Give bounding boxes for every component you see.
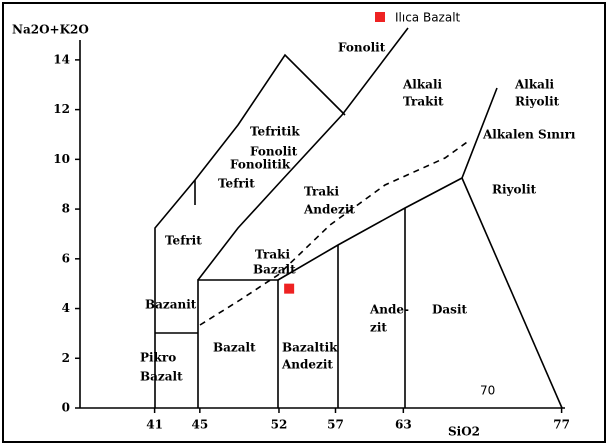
y-axis-label: Na2O+K2O bbox=[12, 23, 89, 37]
field-label: Alkali bbox=[514, 78, 555, 92]
field-label: Ande- bbox=[369, 303, 409, 317]
field-label: zit bbox=[370, 321, 387, 335]
field-label: Bazalt bbox=[253, 263, 296, 277]
field-label: Trakit bbox=[403, 95, 444, 109]
y-tick-label: 12 bbox=[53, 102, 70, 116]
x-tick-label: 41 bbox=[146, 418, 163, 432]
field-label: Dasit bbox=[432, 303, 467, 317]
legend-marker bbox=[375, 12, 385, 22]
field-label: Andezit bbox=[303, 203, 355, 217]
field-label: Fonolit bbox=[250, 145, 298, 159]
field-label: Alkalen Sınırı bbox=[482, 128, 576, 142]
x-tick-label: 77 bbox=[553, 418, 570, 432]
x-tick-label: 57 bbox=[327, 418, 344, 432]
y-tick-label: 4 bbox=[62, 301, 70, 315]
field-label: Riyolit bbox=[515, 95, 560, 109]
data-point bbox=[284, 283, 295, 294]
field-boundaries bbox=[154, 27, 563, 409]
x-tick-label: 52 bbox=[271, 418, 288, 432]
y-tick-label: 2 bbox=[62, 351, 70, 365]
x-tick-label: 45 bbox=[191, 418, 208, 432]
field-label: Andezit bbox=[281, 358, 333, 372]
field-label: Bazalt bbox=[213, 341, 256, 355]
x-tick-label: 63 bbox=[395, 418, 412, 432]
field-label: Tefrit bbox=[218, 177, 255, 191]
field-label: Tefritik bbox=[250, 125, 300, 139]
field-label: Alkali bbox=[402, 78, 443, 92]
field-label: Pikro bbox=[140, 351, 176, 365]
field-label: 70 bbox=[480, 384, 495, 398]
x-axis-label: SiO2 bbox=[448, 425, 480, 439]
field-label: Tefrit bbox=[165, 234, 202, 248]
field-label: Fonolit bbox=[338, 41, 386, 55]
legend-label: Ilıca Bazalt bbox=[395, 11, 461, 25]
field-label: Bazaltik bbox=[282, 341, 338, 355]
field-label: Bazalt bbox=[140, 370, 183, 384]
field-label: Bazanit bbox=[145, 298, 197, 312]
y-tick-label: 6 bbox=[62, 251, 70, 265]
y-tick-label: 10 bbox=[53, 152, 70, 166]
y-tick-label: 8 bbox=[62, 202, 70, 216]
field-label: Fonolitik bbox=[230, 158, 291, 172]
field-label: Riyolit bbox=[492, 183, 537, 197]
y-tick-label: 14 bbox=[53, 52, 70, 66]
field-label: Traki bbox=[304, 185, 339, 199]
field-label: Traki bbox=[255, 248, 290, 262]
y-tick-label: 0 bbox=[62, 401, 70, 415]
axes bbox=[79, 40, 565, 409]
